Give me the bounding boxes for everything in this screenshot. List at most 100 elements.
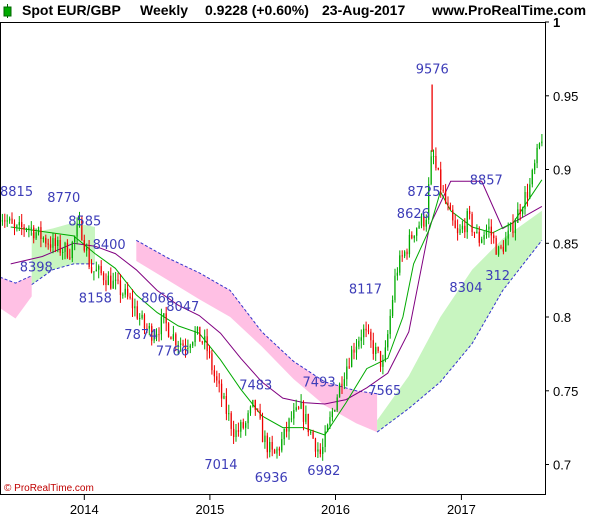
candle-body	[447, 202, 449, 206]
candle-body	[481, 239, 483, 243]
y-tick-label: 0.7	[553, 458, 571, 473]
price-level-label: 6936	[255, 471, 288, 486]
candle-body	[40, 227, 42, 239]
candle-body	[529, 184, 531, 198]
candle-body	[298, 407, 300, 409]
candle-body	[16, 225, 18, 227]
candle-body	[534, 163, 536, 171]
candle-body	[288, 418, 290, 432]
price-level-label: 8117	[349, 282, 382, 297]
candle-body	[348, 366, 350, 368]
price-level-label: 7766	[156, 344, 189, 359]
candle-body	[273, 449, 276, 454]
price-level-label: 312	[485, 269, 510, 284]
y-tick-label: 1	[553, 15, 560, 30]
candle-body	[310, 431, 312, 433]
candle-body	[59, 240, 61, 253]
candle-body	[122, 294, 124, 296]
candle-body	[509, 222, 512, 231]
candle-body	[435, 156, 437, 168]
candle-body	[469, 211, 471, 214]
candle-body	[158, 334, 160, 336]
candle-body	[269, 442, 271, 453]
site-link[interactable]: www.ProRealTime.com	[432, 2, 587, 18]
candle-body	[245, 423, 247, 428]
candle-body	[512, 222, 514, 234]
candle-body	[139, 318, 141, 319]
candle-body	[112, 280, 114, 289]
candle-body	[326, 425, 329, 432]
candle-body	[54, 238, 56, 246]
candle-body	[317, 449, 319, 452]
price-level-label: 8047	[166, 300, 199, 315]
candle-body	[206, 336, 208, 352]
candle-body	[505, 238, 507, 252]
candle-body	[25, 229, 28, 230]
candle-body	[64, 242, 66, 252]
candle-body	[406, 251, 408, 255]
candle-body	[266, 435, 268, 453]
candle-body	[177, 344, 179, 346]
candle-body	[331, 411, 333, 418]
candle-body	[81, 218, 83, 241]
candle-body	[141, 314, 143, 319]
candle-body	[252, 399, 254, 407]
candle-body	[9, 218, 11, 221]
cloud-edge-0	[0, 275, 32, 284]
candle-body	[88, 247, 90, 267]
candle-body	[471, 214, 473, 233]
candle-body	[440, 169, 442, 190]
candle-body	[235, 430, 237, 437]
candle-body	[237, 430, 240, 432]
candle-body	[384, 347, 386, 361]
candle-body	[192, 342, 194, 346]
candle-body	[404, 251, 406, 257]
candle-body	[4, 220, 6, 222]
candle-body	[218, 380, 220, 384]
candle-body	[420, 215, 423, 226]
price-level-label: 8770	[47, 191, 80, 206]
candle-body	[370, 331, 372, 341]
candle-body	[456, 228, 459, 234]
candle-body	[216, 376, 218, 381]
candle-body	[180, 343, 182, 345]
candle-body	[151, 326, 153, 341]
candle-body	[430, 156, 432, 185]
candle-body	[163, 313, 165, 317]
candle-body	[358, 340, 360, 347]
candle-body	[98, 266, 100, 270]
candle-body	[536, 147, 538, 164]
candle-body	[194, 331, 196, 343]
price-level-label: 8585	[68, 215, 101, 230]
candle-body	[379, 351, 382, 367]
candle-body	[307, 414, 309, 433]
candle-body	[45, 237, 47, 244]
y-tick-label: 0.75	[553, 384, 578, 399]
price-level-label: 6982	[307, 464, 340, 479]
candle-body	[131, 297, 134, 309]
candle-body	[488, 226, 490, 230]
price-level-label: 7483	[239, 378, 272, 393]
cloud-bull-3	[377, 210, 542, 433]
candle-body	[249, 406, 252, 414]
candle-body	[28, 227, 30, 229]
candle-body	[500, 246, 502, 248]
candle-body	[293, 410, 295, 419]
candle-body	[351, 349, 353, 368]
price-level-label: 8400	[93, 238, 126, 253]
candle-body	[78, 218, 81, 226]
candle-body	[66, 242, 69, 258]
candle-body	[541, 141, 543, 144]
candle-body	[314, 438, 317, 452]
candle-body	[148, 326, 150, 329]
candle-body	[146, 328, 148, 330]
candle-body	[69, 257, 71, 259]
candle-body	[213, 370, 215, 377]
candle-body	[167, 323, 170, 337]
chart-header: Spot EUR/GBP Weekly 0.9228 (+0.60%) 23-A…	[0, 0, 600, 24]
candle-body	[341, 383, 343, 387]
candle-body	[30, 227, 32, 229]
candle-body	[454, 220, 456, 228]
price-level-label: 8815	[0, 185, 33, 200]
